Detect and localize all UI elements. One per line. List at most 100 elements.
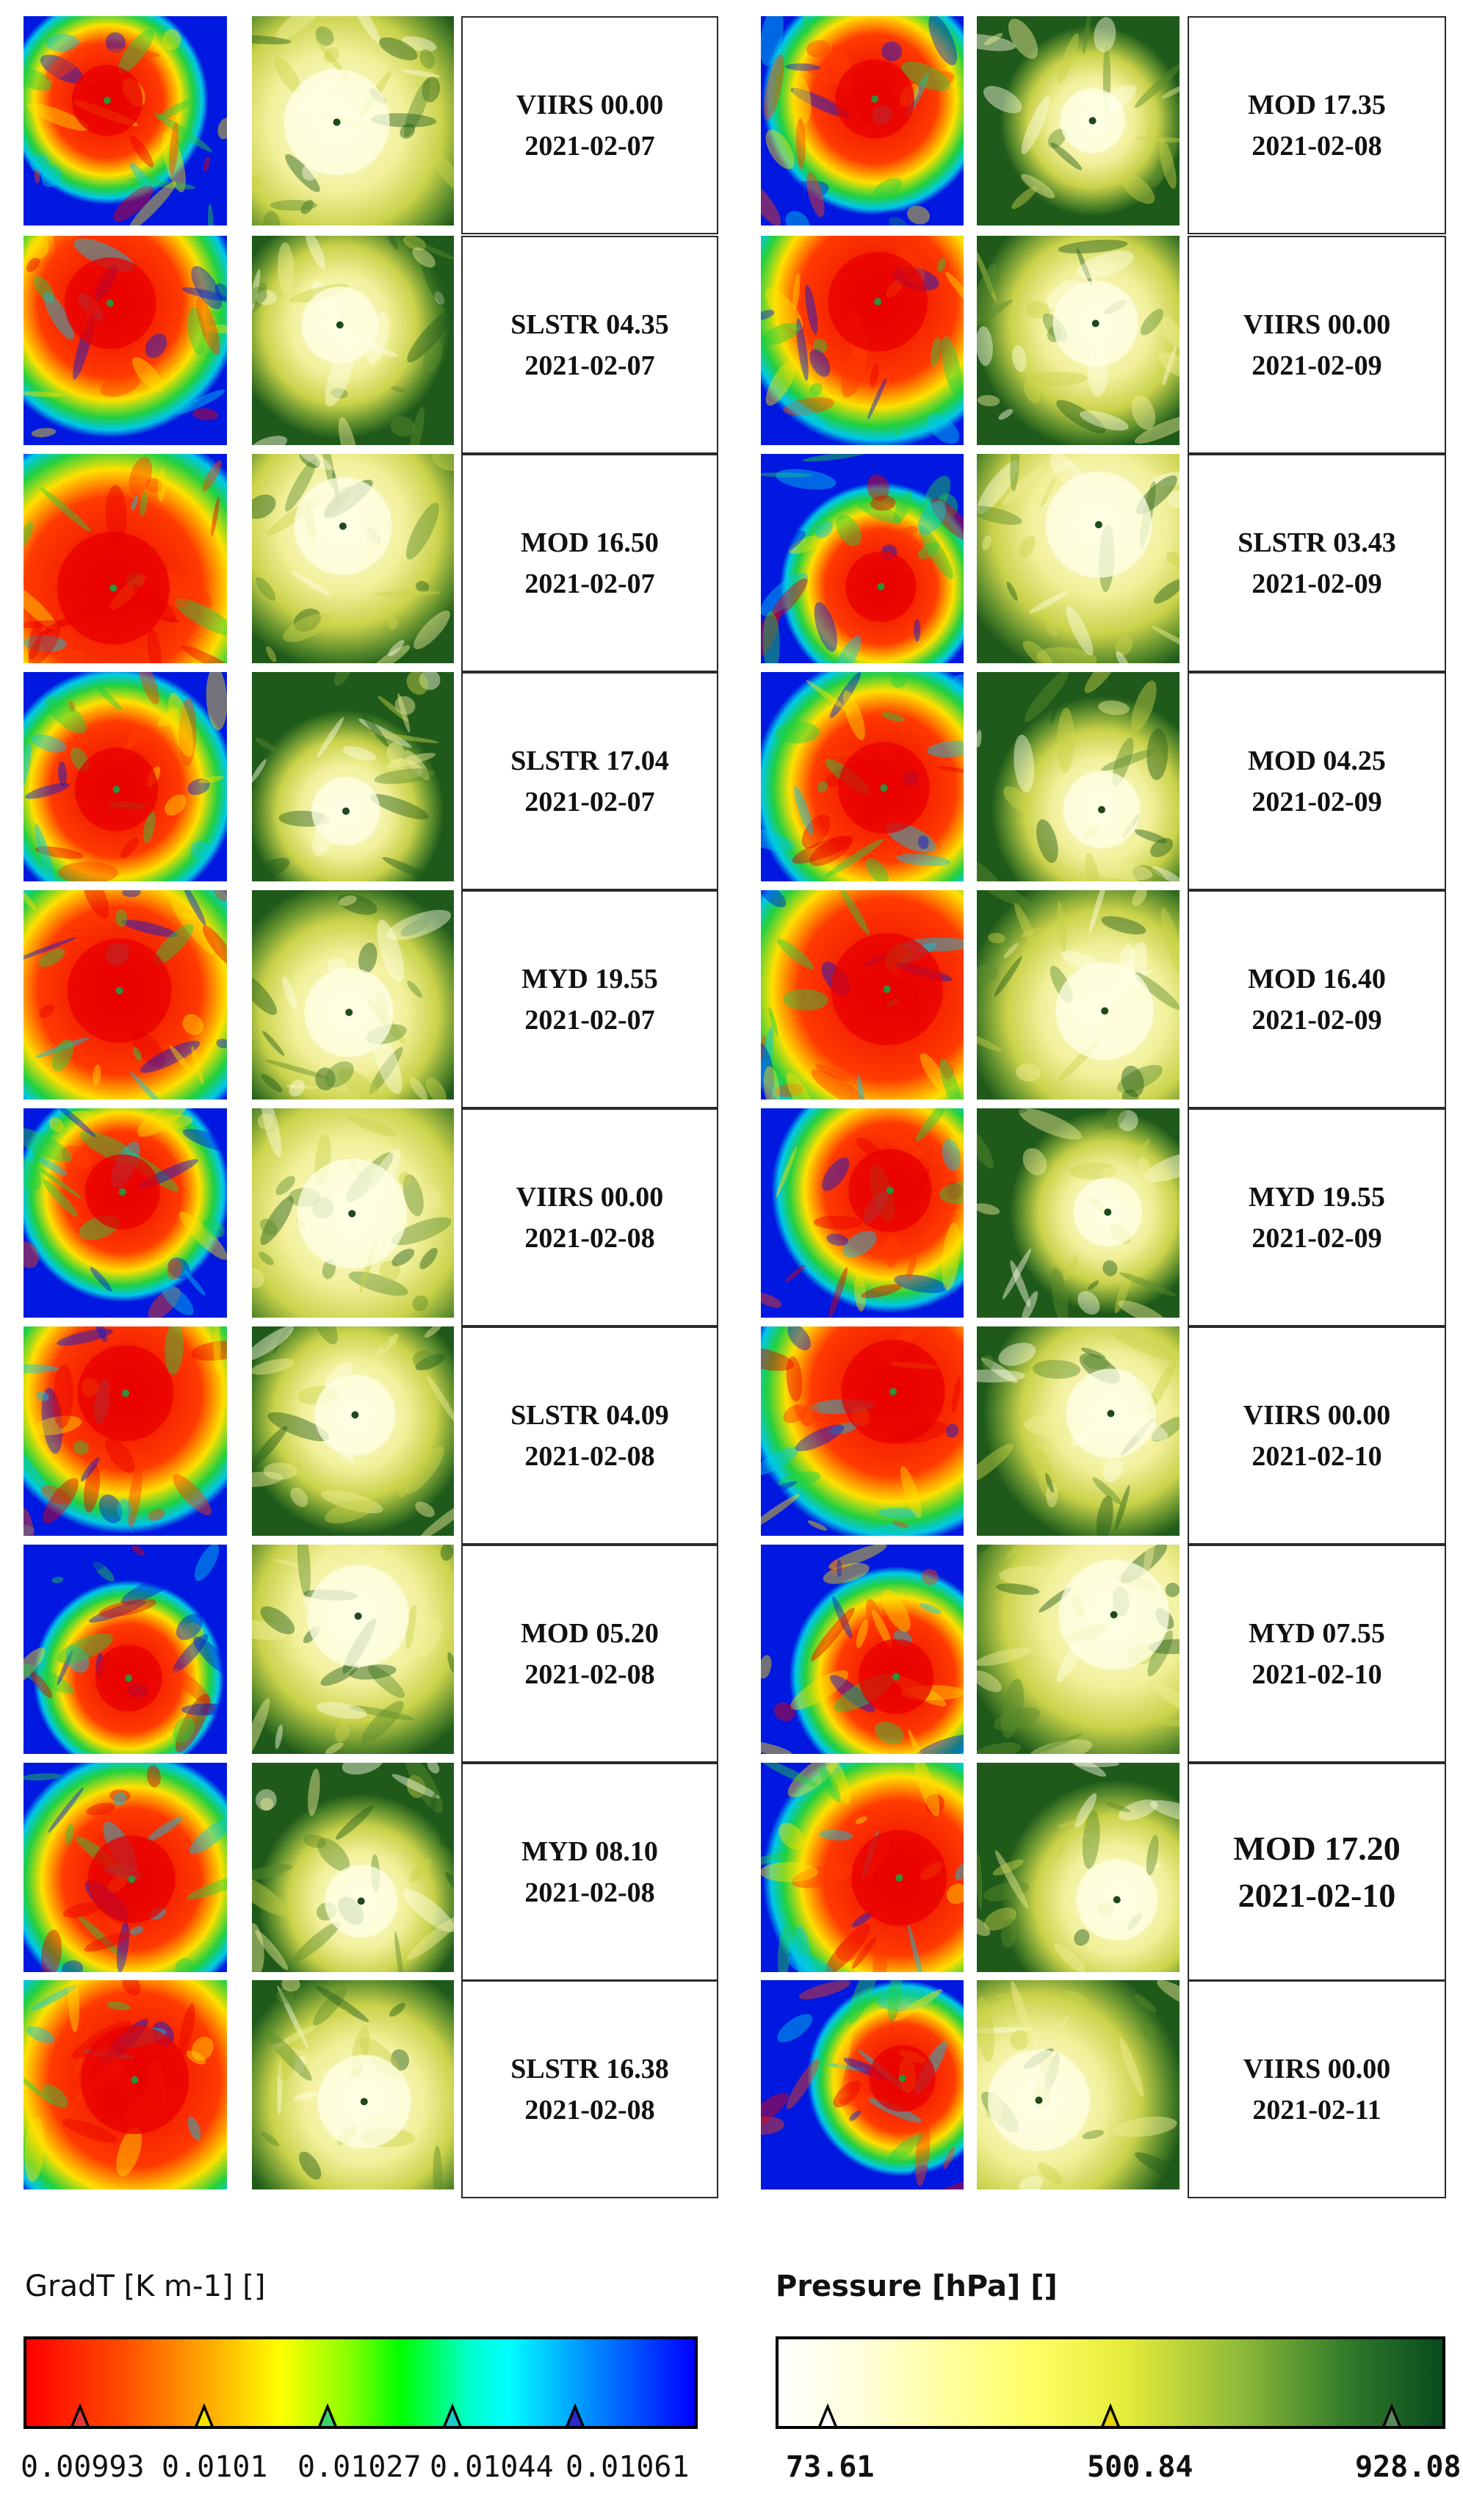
pressure-image: [252, 1108, 454, 1318]
pressure-image: [977, 16, 1180, 225]
panel-label: VIIRS 00.00 2021-02-08: [461, 1108, 718, 1326]
panel-sensor-time: SLSTR 03.43: [1238, 527, 1396, 558]
panel-date: 2021-02-09: [1251, 568, 1382, 599]
panel-sensor-time: MYD 19.55: [1249, 1181, 1385, 1213]
gradient-image: [24, 454, 227, 663]
panel-sensor-time: SLSTR 04.35: [510, 308, 669, 340]
panel-sensor-time: MOD 05.20: [521, 1617, 659, 1649]
panel-date: 2021-02-07: [524, 350, 655, 381]
gradient-image: [24, 1980, 227, 2189]
pressure-image: [252, 890, 454, 1100]
panel-label: MOD 17.20 2021-02-10: [1188, 1763, 1446, 1981]
panel-sensor-time: VIIRS 00.00: [516, 89, 664, 120]
gradient-image: [761, 1108, 964, 1318]
panel-label: SLSTR 03.43 2021-02-09: [1188, 454, 1446, 672]
panel-date: 2021-02-08: [524, 2094, 655, 2126]
panel-date: 2021-02-10: [1238, 1876, 1396, 1914]
panel-date: 2021-02-09: [1251, 786, 1382, 817]
pressure-image: [977, 1326, 1180, 1536]
pressure-image: [252, 454, 454, 663]
gradient-image: [24, 1326, 227, 1536]
pressure-image: [252, 1980, 454, 2189]
panel-sensor-time: SLSTR 04.09: [510, 1399, 669, 1431]
panel-label: MOD 05.20 2021-02-08: [461, 1545, 718, 1763]
pressure-image: [252, 1545, 454, 1754]
pressure-image: [977, 890, 1180, 1100]
pressure-image: [977, 1545, 1180, 1754]
gradient-image: [24, 1545, 227, 1754]
panel-label: MYD 19.55 2021-02-09: [1188, 1108, 1446, 1326]
panel-sensor-time: VIIRS 00.00: [516, 1181, 664, 1213]
gradient-image: [761, 236, 964, 445]
panel-date: 2021-02-07: [524, 568, 655, 599]
panel-sensor-time: SLSTR 16.38: [510, 2053, 669, 2084]
gradt-tick-label: 0.01061: [566, 2450, 690, 2484]
panel-date: 2021-02-10: [1251, 1658, 1382, 1690]
gradt-tick-marker: [317, 2403, 339, 2428]
panel-label: SLSTR 04.35 2021-02-07: [461, 236, 718, 454]
panel-date: 2021-02-08: [524, 1222, 655, 1254]
panel-label: SLSTR 16.38 2021-02-08: [461, 1980, 718, 2198]
pressure-tick-label: 928.08: [1355, 2450, 1462, 2484]
gradt-colorbar: [24, 2336, 698, 2429]
panel-sensor-time: MOD 04.25: [1248, 745, 1386, 776]
panel-label: VIIRS 00.00 2021-02-11: [1188, 1980, 1446, 2198]
gradt-tick-label: 0.01027: [297, 2450, 422, 2484]
panel-date: 2021-02-11: [1252, 2094, 1381, 2126]
pressure-colorbar-title: Pressure [hPa] []: [776, 2270, 1058, 2303]
gradient-image: [761, 1326, 964, 1536]
panel-label: MOD 04.25 2021-02-09: [1188, 672, 1446, 890]
panel-date: 2021-02-08: [524, 1658, 655, 1690]
panel-sensor-time: MOD 17.35: [1248, 89, 1386, 120]
panel-sensor-time: MYD 07.55: [1249, 1617, 1385, 1649]
gradient-image: [761, 454, 964, 663]
panel-date: 2021-02-09: [1251, 350, 1382, 381]
gradient-image: [24, 672, 227, 881]
gradt-tick-marker: [564, 2403, 585, 2428]
gradient-image: [761, 890, 964, 1100]
panel-label: VIIRS 00.00 2021-02-09: [1188, 236, 1446, 454]
gradient-image: [24, 1108, 227, 1318]
pressure-image: [977, 1108, 1180, 1318]
panel-label: MYD 19.55 2021-02-07: [461, 890, 718, 1108]
pressure-image: [252, 16, 454, 225]
pressure-image: [252, 236, 454, 445]
panel-label: MYD 08.10 2021-02-08: [461, 1763, 718, 1981]
pressure-image: [252, 1326, 454, 1536]
panel-sensor-time: VIIRS 00.00: [1243, 1399, 1391, 1431]
panel-label: VIIRS 00.00 2021-02-10: [1188, 1326, 1446, 1545]
panel-date: 2021-02-09: [1251, 1004, 1382, 1036]
gradt-tick-marker: [194, 2403, 215, 2428]
panel-label: MOD 16.40 2021-02-09: [1188, 890, 1446, 1108]
gradt-tick-label: 0.01044: [430, 2450, 554, 2484]
panel-sensor-time: MYD 08.10: [521, 1835, 658, 1867]
gradient-image: [761, 672, 964, 881]
panel-label: MOD 17.35 2021-02-08: [1188, 16, 1446, 234]
panel-sensor-time: VIIRS 00.00: [1243, 2053, 1391, 2084]
panel-sensor-time: MYD 19.55: [521, 963, 658, 994]
panel-label: SLSTR 04.09 2021-02-08: [461, 1326, 718, 1545]
panel-date: 2021-02-10: [1251, 1440, 1382, 1472]
panel-sensor-time: MOD 17.20: [1233, 1829, 1401, 1867]
panel-date: 2021-02-08: [524, 1877, 655, 1908]
panel-date: 2021-02-07: [524, 1004, 655, 1036]
gradt-tick-label: 0.0101: [162, 2450, 268, 2484]
gradient-image: [761, 1545, 964, 1754]
pressure-image: [252, 672, 454, 881]
gradt-tick-marker: [441, 2403, 463, 2428]
gradt-tick-marker: [70, 2403, 91, 2428]
pressure-image: [252, 1763, 454, 1972]
gradient-image: [761, 1763, 964, 1972]
panel-label: MOD 16.50 2021-02-07: [461, 454, 718, 672]
pressure-tick-label: 73.61: [786, 2450, 875, 2484]
pressure-image: [977, 454, 1180, 663]
gradient-image: [24, 890, 227, 1100]
gradient-image: [761, 16, 964, 225]
panel-label: MYD 07.55 2021-02-10: [1188, 1545, 1446, 1763]
pressure-tick-marker: [1100, 2403, 1121, 2428]
panel-date: 2021-02-08: [524, 1440, 655, 1472]
pressure-image: [977, 236, 1180, 445]
gradient-image: [24, 236, 227, 445]
panel-date: 2021-02-07: [524, 130, 655, 162]
gradt-colorbar-title: GradT [K m-1] []: [25, 2270, 266, 2303]
